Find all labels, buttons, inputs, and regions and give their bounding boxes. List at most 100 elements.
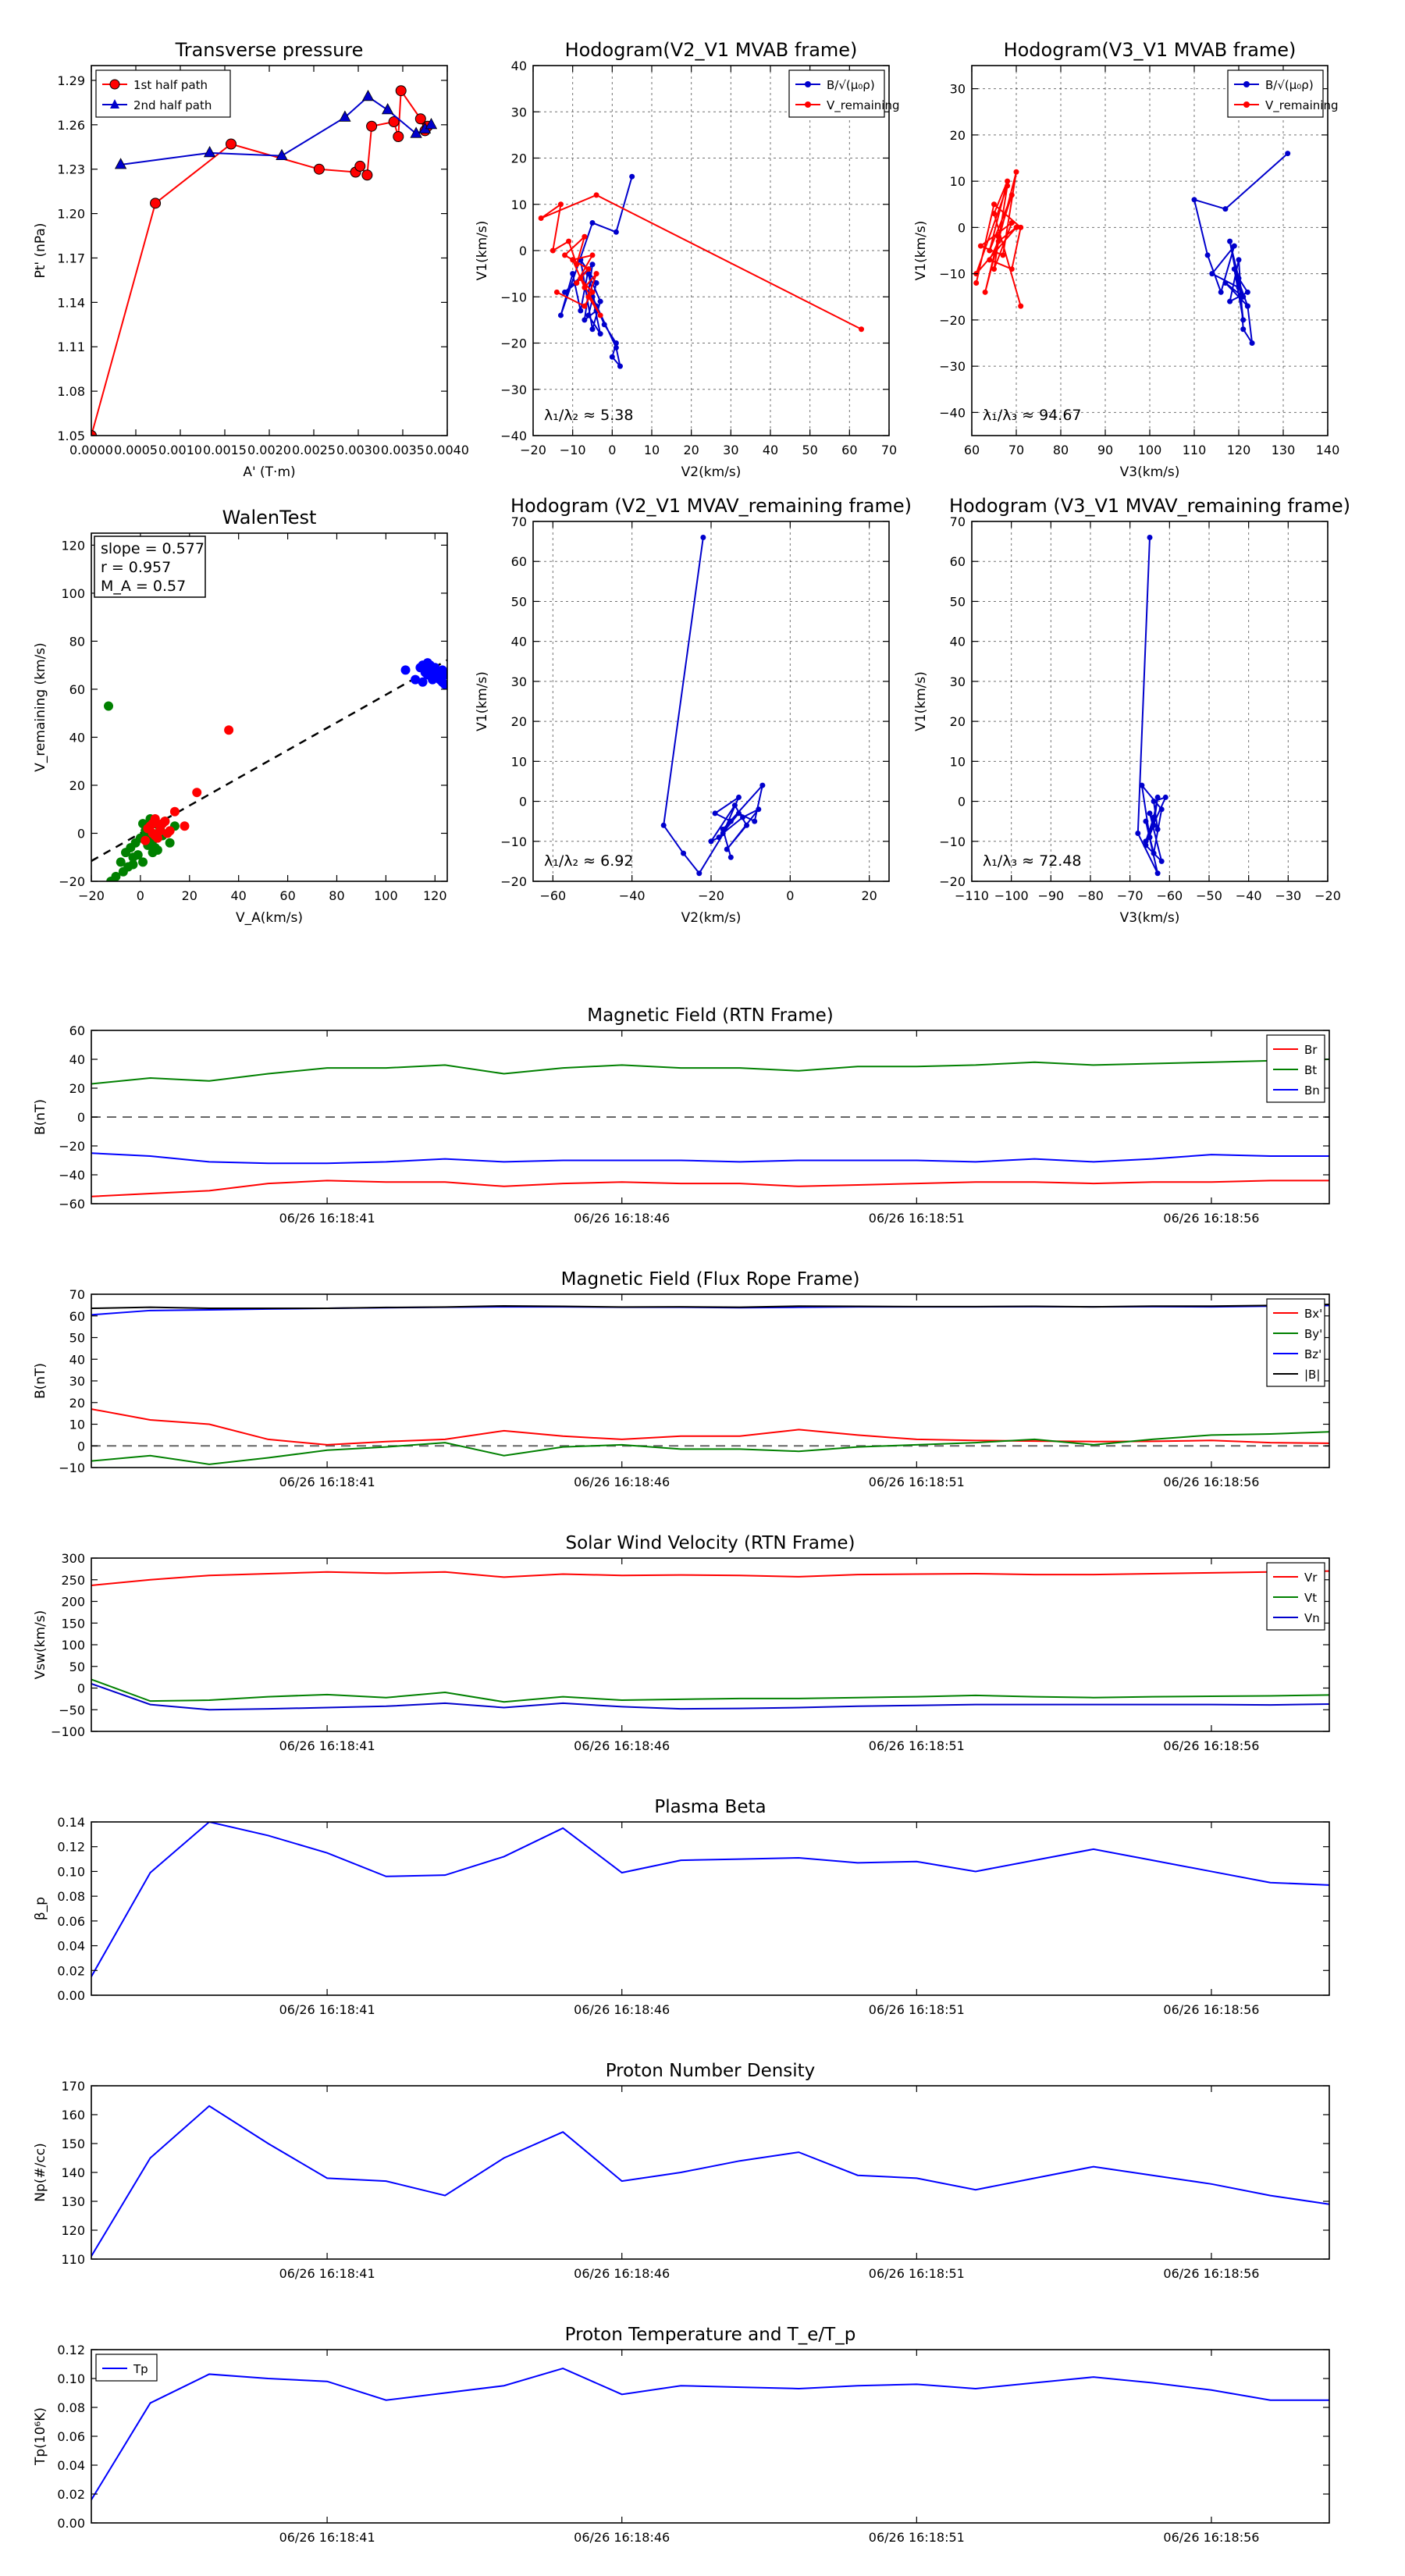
data-point: [550, 247, 556, 254]
stats-line: M_A = 0.57: [101, 578, 186, 595]
x-tick-label: −80: [1077, 888, 1104, 903]
data-point: [597, 331, 603, 337]
data-point: [1231, 243, 1237, 249]
data-point: [995, 233, 1001, 240]
chart-title: Plasma Beta: [654, 1797, 766, 1817]
data-point: [1147, 810, 1153, 817]
y-tick-label: 0.06: [57, 1914, 85, 1929]
y-tick-label: 50: [511, 594, 527, 609]
chart-title: Hodogram (V2_V1 MVAV_remaining frame): [510, 495, 912, 517]
legend-label: Vr: [1304, 1571, 1318, 1585]
data-point: [1236, 276, 1242, 282]
chart-p1: [532, 65, 890, 436]
y-tick-label: 160: [61, 2108, 85, 2122]
y-tick-label: 1.14: [57, 295, 85, 310]
y-tick-label: −30: [500, 382, 527, 397]
y-tick-label: 0.08: [57, 1889, 85, 1904]
legend-label: Tp: [133, 2362, 148, 2376]
y-tick-label: 150: [61, 2137, 85, 2151]
data-point: [1147, 834, 1153, 841]
y-tick-label: 200: [61, 1595, 85, 1610]
marker-triangle: [114, 158, 127, 169]
fit-line: [91, 659, 447, 863]
data-layer: [1135, 534, 1168, 877]
data-point: [660, 822, 667, 828]
data-point-v3: [140, 835, 151, 845]
x-tick-label: 40: [763, 443, 778, 457]
data-layer: [973, 151, 1291, 346]
data-point-v2: [138, 857, 148, 867]
plot-frame: [91, 1557, 1330, 1732]
x-tick-label: −40: [619, 888, 646, 903]
y-tick-label: 70: [511, 514, 527, 529]
chart-p9: [91, 1821, 1330, 1996]
legend-marker: [805, 81, 811, 87]
y-axis-label: V_remaining (km/s): [33, 642, 48, 772]
plot-frame: [91, 1821, 1330, 1996]
legend-label: Vn: [1304, 1611, 1320, 1625]
y-tick-label: 1.17: [57, 251, 85, 265]
marker-circle: [414, 113, 426, 125]
x-tick-label: 80: [1053, 443, 1069, 457]
y-tick-label: 40: [511, 59, 527, 73]
data-layer: [91, 2105, 1329, 2257]
data-point-v2: [104, 701, 114, 711]
x-tick-label: 100: [1138, 443, 1162, 457]
x-tick-label: 120: [1227, 443, 1251, 457]
y-tick-label: −100: [51, 1724, 85, 1739]
data-point-v1: [411, 674, 421, 685]
legend-marker: [805, 101, 811, 108]
y-tick-label: 1.20: [57, 207, 85, 222]
legend-box: [788, 69, 885, 118]
y-tick-label: 20: [511, 151, 527, 166]
data-point: [566, 238, 572, 244]
data-point: [1158, 858, 1165, 864]
data-point: [597, 312, 603, 318]
y-axis-label: V1(km/s): [475, 221, 490, 281]
x-tick-label: 130: [1272, 443, 1296, 457]
y-tick-label: −10: [939, 267, 966, 282]
data-point: [735, 810, 742, 817]
x-tick-label: −90: [1037, 888, 1064, 903]
data-point: [1151, 850, 1157, 856]
x-axis-label: V2(km/s): [681, 464, 742, 480]
y-tick-label: 10: [69, 1418, 85, 1432]
data-point: [589, 326, 596, 333]
y-tick-label: −40: [939, 405, 966, 420]
marker-triangle: [203, 146, 216, 158]
data-point-v3: [150, 831, 160, 841]
y-tick-label: −20: [939, 874, 966, 889]
x-tick-label: 20: [683, 443, 699, 457]
y-tick-label: 30: [511, 674, 527, 689]
data-point: [1018, 224, 1024, 230]
chart-p4: [532, 521, 890, 882]
x-tick-label: 0.0025: [292, 443, 336, 457]
x-tick-label: −40: [1236, 888, 1262, 903]
chart-title: Proton Number Density: [606, 2061, 816, 2081]
x-tick-label: 50: [802, 443, 817, 457]
x-tick-label: 60: [279, 888, 295, 903]
y-tick-label: 10: [950, 174, 966, 189]
x-tick-label: −20: [698, 888, 724, 903]
legend-label: B/√(μ₀ρ): [827, 78, 875, 92]
data-point: [1013, 224, 1019, 230]
data-point: [1154, 826, 1161, 832]
legend-label: |B|: [1304, 1368, 1320, 1382]
x-tick-label: 120: [423, 888, 447, 903]
series-line-1: [91, 1431, 1329, 1465]
data-layer: [91, 1304, 1329, 1465]
data-point: [991, 201, 997, 208]
y-tick-label: 60: [69, 1309, 85, 1324]
y-tick-label: 40: [69, 1352, 85, 1367]
x-tick-label: −110: [955, 888, 989, 903]
x-tick-label: 0: [137, 888, 144, 903]
marker-triangle: [381, 103, 394, 115]
y-tick-label: 0.04: [57, 1939, 85, 1954]
series-line-2: [91, 1152, 1329, 1165]
data-point: [553, 289, 560, 295]
data-point: [1154, 870, 1161, 877]
y-tick-label: 0: [77, 1439, 85, 1453]
marker-circle: [361, 169, 373, 181]
y-axis-label: B(nT): [33, 1363, 48, 1399]
x-tick-label: 06/26 16:18:46: [574, 2530, 670, 2545]
